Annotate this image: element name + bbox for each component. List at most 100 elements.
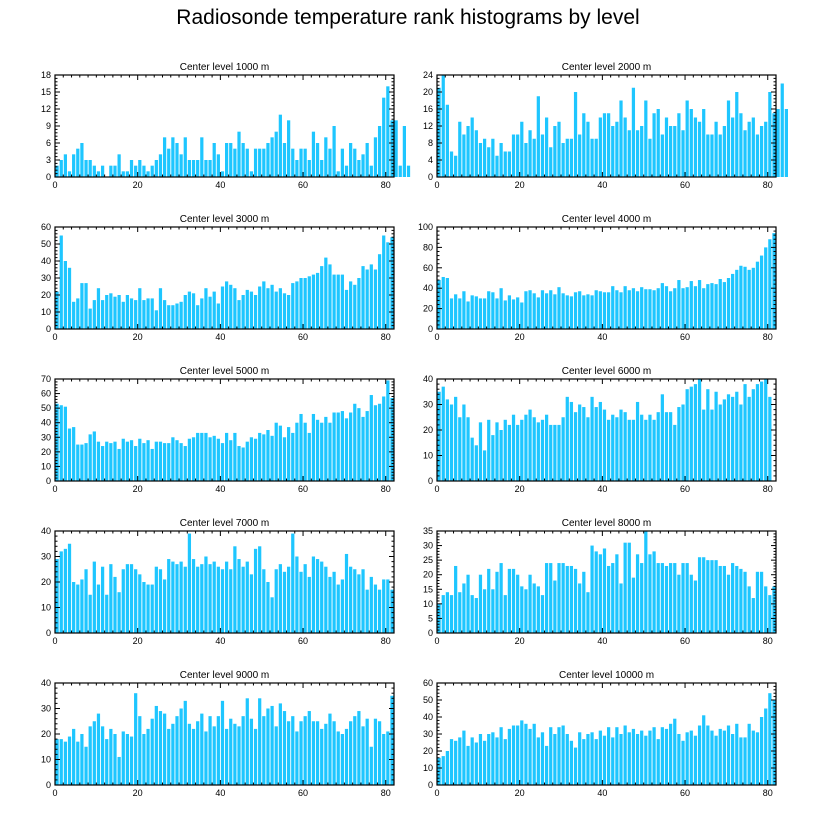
bar bbox=[150, 448, 154, 481]
plot-frame bbox=[436, 226, 777, 330]
bar bbox=[735, 565, 739, 633]
bar bbox=[105, 441, 109, 481]
bar bbox=[478, 143, 483, 177]
bar bbox=[702, 557, 706, 633]
bar bbox=[640, 730, 644, 785]
bar bbox=[369, 746, 373, 785]
bar bbox=[495, 737, 499, 785]
bar bbox=[607, 113, 611, 177]
bar bbox=[357, 160, 361, 177]
bar bbox=[237, 131, 241, 177]
bar bbox=[466, 574, 470, 633]
bar bbox=[328, 264, 332, 329]
bar bbox=[462, 730, 466, 785]
bar bbox=[631, 288, 636, 329]
bar bbox=[373, 584, 378, 633]
bar bbox=[466, 126, 470, 177]
bar bbox=[768, 396, 772, 481]
bar bbox=[175, 303, 179, 329]
bar bbox=[718, 565, 722, 633]
bar bbox=[759, 255, 764, 329]
bar bbox=[768, 92, 772, 177]
bar bbox=[689, 574, 693, 633]
bar bbox=[340, 274, 344, 329]
bar bbox=[561, 563, 565, 633]
bar bbox=[175, 440, 179, 481]
bar bbox=[528, 409, 532, 481]
bar bbox=[291, 432, 295, 481]
bar bbox=[503, 419, 507, 481]
bar bbox=[681, 288, 685, 329]
bar bbox=[549, 424, 553, 481]
bar bbox=[67, 736, 72, 785]
bar bbox=[369, 165, 373, 177]
bar bbox=[96, 441, 101, 481]
bar bbox=[607, 292, 611, 329]
bar bbox=[266, 288, 270, 329]
bar bbox=[553, 294, 557, 329]
bar bbox=[532, 723, 536, 785]
bar bbox=[55, 291, 59, 329]
bar bbox=[755, 571, 760, 633]
bar bbox=[266, 143, 270, 177]
bar bbox=[673, 563, 677, 633]
x-tick-label: 60 bbox=[298, 484, 308, 494]
bar bbox=[390, 695, 394, 785]
bar bbox=[63, 261, 67, 329]
bar bbox=[615, 554, 619, 633]
bar bbox=[735, 92, 739, 177]
bar bbox=[697, 280, 702, 329]
bar bbox=[536, 737, 540, 785]
page-title: Radiosonde temperature rank histograms b… bbox=[176, 6, 640, 29]
bar bbox=[561, 417, 565, 481]
bar bbox=[681, 404, 685, 481]
bar bbox=[652, 727, 656, 785]
bar bbox=[311, 556, 316, 633]
bar bbox=[278, 425, 282, 481]
bar bbox=[445, 278, 449, 329]
bar bbox=[722, 282, 726, 329]
bar bbox=[520, 419, 524, 481]
bar bbox=[253, 295, 258, 329]
x-tick-label: 40 bbox=[597, 636, 607, 646]
bar bbox=[55, 739, 59, 785]
bar bbox=[627, 419, 631, 481]
x-tick-label: 40 bbox=[597, 788, 607, 798]
bar bbox=[138, 288, 142, 329]
y-tick-label: 30 bbox=[423, 729, 433, 739]
bar bbox=[644, 419, 648, 481]
bar bbox=[586, 734, 590, 785]
bar bbox=[377, 721, 382, 785]
bar bbox=[332, 721, 336, 785]
y-tick-label: 40 bbox=[41, 418, 51, 428]
bar bbox=[602, 548, 607, 633]
bar bbox=[627, 290, 631, 329]
y-tick-label: 50 bbox=[41, 403, 51, 413]
bar bbox=[627, 732, 631, 785]
bar bbox=[755, 384, 760, 481]
bar bbox=[340, 148, 344, 177]
bar bbox=[237, 300, 241, 329]
bar bbox=[233, 432, 237, 481]
bar bbox=[635, 554, 640, 633]
bar bbox=[59, 160, 63, 177]
bar bbox=[470, 117, 474, 177]
panel-5: Center level 5000 m 0 20 40 60 80 0 10 20 30 40 50 6… bbox=[41, 366, 395, 494]
bar bbox=[743, 130, 747, 177]
bar bbox=[466, 417, 470, 481]
bar bbox=[142, 300, 146, 329]
bar bbox=[565, 396, 569, 481]
bar bbox=[340, 734, 344, 785]
y-tick-label: 5 bbox=[428, 613, 433, 623]
bar bbox=[640, 414, 644, 481]
bar bbox=[627, 542, 631, 633]
bar bbox=[196, 566, 200, 633]
bar bbox=[278, 114, 282, 177]
bar bbox=[249, 718, 254, 785]
bar bbox=[274, 291, 278, 329]
y-tick-label: 60 bbox=[423, 263, 433, 273]
bar bbox=[377, 589, 382, 633]
y-tick-label: 40 bbox=[423, 283, 433, 293]
bar bbox=[212, 143, 216, 177]
bar bbox=[353, 716, 357, 785]
